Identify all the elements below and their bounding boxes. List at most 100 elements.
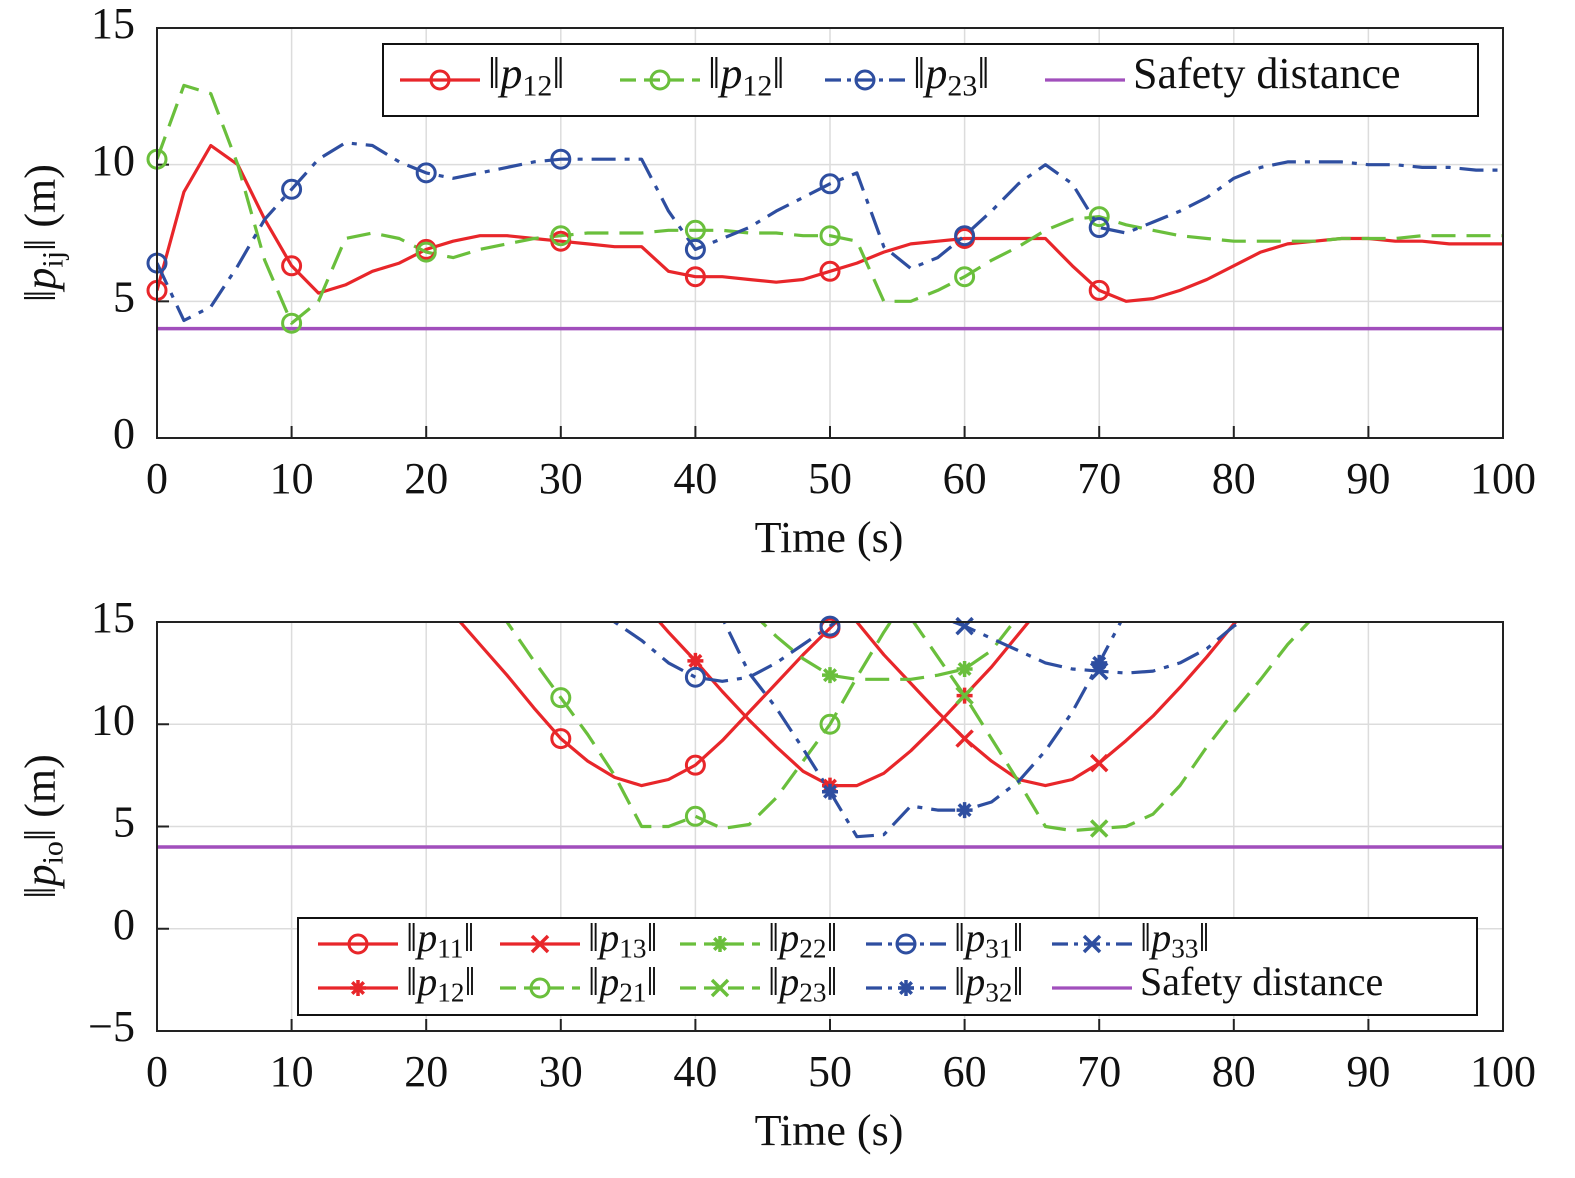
data-marker <box>550 148 572 170</box>
data-marker <box>819 713 841 735</box>
legend-label: ‖p33‖ <box>1140 915 1210 964</box>
legend-label: ‖p31‖ <box>954 915 1024 964</box>
data-marker <box>1088 217 1110 239</box>
plot-lines <box>157 83 1503 331</box>
x-tick-label: 90 <box>1346 454 1390 503</box>
data-marker <box>1089 661 1109 681</box>
y-tick-label: 5 <box>113 798 135 847</box>
series-line <box>911 622 1312 833</box>
series-line <box>157 83 1503 325</box>
series-line <box>157 141 1503 323</box>
data-marker <box>822 667 838 684</box>
legend-marker <box>649 69 671 91</box>
data-marker <box>955 686 974 705</box>
legend-label: ‖p32‖ <box>954 959 1024 1008</box>
legend-label: ‖p12‖ <box>708 49 785 102</box>
y-tick-label: 0 <box>113 900 135 949</box>
series-line <box>458 622 839 788</box>
y-tick-label: 5 <box>113 272 135 321</box>
data-marker <box>1089 753 1109 773</box>
x-tick-label: 50 <box>808 1047 852 1096</box>
x-tick-label: 30 <box>539 454 583 503</box>
series-line <box>854 622 1238 788</box>
legend-marker <box>854 69 876 91</box>
legend-label: Safety distance <box>1140 959 1383 1004</box>
data-marker <box>954 225 976 247</box>
legend-label: ‖p23‖ <box>768 959 838 1008</box>
data-marker <box>281 255 303 277</box>
y-tick-label: −5 <box>88 1002 135 1051</box>
data-marker <box>822 783 838 800</box>
x-tick-label: 80 <box>1212 454 1256 503</box>
data-marker <box>415 162 437 184</box>
legend-marker <box>529 977 551 999</box>
x-tick-label: 0 <box>146 454 168 503</box>
x-tick-label: 50 <box>808 454 852 503</box>
series-line <box>759 622 1016 681</box>
series-line <box>657 622 1031 788</box>
data-marker <box>281 312 303 334</box>
data-marker <box>956 802 973 819</box>
legend-label: ‖p12‖ <box>488 49 565 102</box>
data-marker <box>1089 819 1109 838</box>
legend-label: ‖p21‖ <box>588 959 658 1008</box>
x-axis-label: Time (s) <box>755 1106 904 1155</box>
x-tick-label: 10 <box>270 1047 314 1096</box>
legend-label: ‖p13‖ <box>588 915 658 964</box>
legend-marker <box>895 933 917 955</box>
data-marker <box>955 616 974 636</box>
data-marker <box>819 615 841 637</box>
legend-marker <box>347 933 369 955</box>
data-marker <box>687 652 704 669</box>
x-tick-label: 100 <box>1470 454 1536 503</box>
x-tick-label: 100 <box>1470 1047 1536 1096</box>
data-marker <box>281 178 303 200</box>
data-marker <box>550 728 572 750</box>
data-marker <box>415 241 437 263</box>
data-marker <box>1091 654 1108 671</box>
series-line <box>505 622 893 831</box>
series-line <box>611 622 839 683</box>
y-tick-label: 10 <box>91 136 135 185</box>
x-tick-label: 70 <box>1077 1047 1121 1096</box>
legend-marker <box>898 980 914 996</box>
x-axis-label: Time (s) <box>755 513 904 562</box>
x-tick-label: 30 <box>539 1047 583 1096</box>
data-marker <box>684 266 706 288</box>
legend-box <box>297 917 1478 1016</box>
x-tick-label: 70 <box>1077 454 1121 503</box>
data-marker <box>819 225 841 247</box>
y-tick-label: 15 <box>91 593 135 642</box>
axes-frame <box>156 27 1504 439</box>
data-marker <box>956 661 973 678</box>
series-line <box>157 143 1503 303</box>
axes-frame <box>156 621 1504 1032</box>
legend-label: ‖p22‖ <box>768 915 838 964</box>
data-marker <box>684 805 706 827</box>
data-marker <box>819 173 841 195</box>
x-tick-label: 0 <box>146 1047 168 1096</box>
series-line <box>722 622 1123 839</box>
data-marker <box>1088 206 1110 228</box>
legend-marker <box>710 978 730 998</box>
legend-marker <box>712 936 728 952</box>
x-tick-label: 60 <box>943 454 987 503</box>
legend-label: ‖p12‖ <box>406 959 476 1008</box>
data-marker <box>954 266 976 288</box>
x-tick-label: 10 <box>270 454 314 503</box>
data-marker <box>684 666 706 688</box>
x-tick-label: 80 <box>1212 1047 1256 1096</box>
legend-marker <box>1082 934 1102 954</box>
data-marker <box>550 230 572 252</box>
legend-label: ‖p23‖ <box>913 49 990 102</box>
data-marker <box>550 687 572 709</box>
data-marker <box>550 225 572 247</box>
legend-box <box>382 43 1479 117</box>
y-tick-label: 10 <box>91 695 135 744</box>
data-marker <box>1088 279 1110 301</box>
legend-label: ‖p11‖ <box>406 915 475 964</box>
y-axis-label: ‖pio‖ (m) <box>16 754 69 899</box>
data-marker <box>684 754 706 776</box>
legend-label: Safety distance <box>1133 49 1401 98</box>
